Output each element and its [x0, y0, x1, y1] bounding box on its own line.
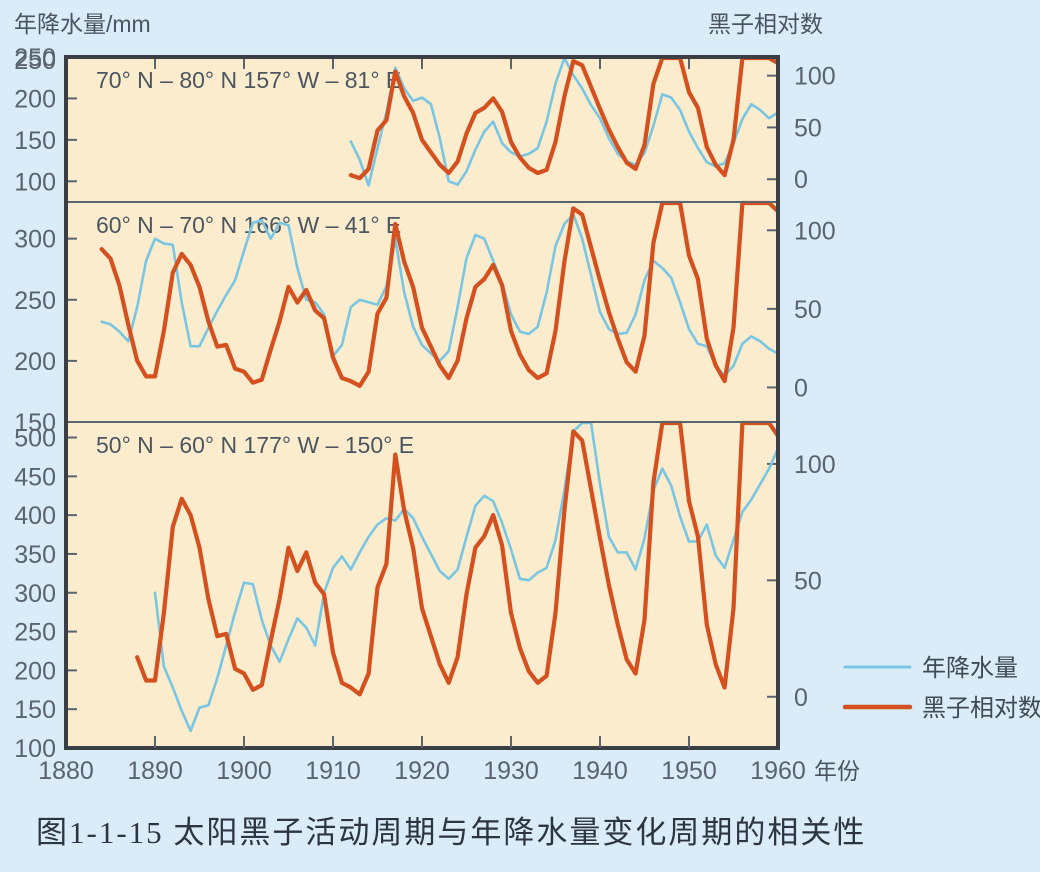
y-tick-label-right: 0	[794, 374, 808, 402]
y-tick-label-left: 250	[14, 44, 56, 72]
y-tick-label-left: 350	[14, 541, 56, 569]
x-axis-title: 年份	[814, 758, 860, 784]
legend-label-sunspot: 黑子相对数	[922, 695, 1040, 722]
panel-annotation-label: 50° N – 60° N 177° W – 150° E	[96, 432, 414, 458]
x-tick-label: 1940	[572, 757, 628, 785]
y-tick-label-left: 400	[14, 502, 56, 530]
left-axis-title: 年降水量/mm	[14, 11, 151, 37]
y-tick-label-left: 300	[14, 580, 56, 608]
x-tick-label: 1890	[127, 757, 183, 785]
y-tick-label-left: 250	[14, 47, 56, 75]
y-tick-label-right: 0	[794, 166, 808, 194]
series-line-precipitation	[153, 421, 780, 733]
y-tick-label-right: 50	[794, 296, 822, 324]
y-tick-label-left: 500	[14, 425, 56, 453]
series-line-sunspot	[348, 55, 781, 181]
figure-caption: 图1-1-15 太阳黑子活动周期与年降水量变化周期的相关性	[36, 815, 866, 850]
y-tick-label-left: 250	[14, 619, 56, 647]
x-tick-label: 1960	[750, 757, 806, 785]
y-tick-label-left: 150	[14, 696, 56, 724]
y-tick-label-right: 100	[794, 451, 836, 479]
y-tick-label-left: 150	[14, 409, 56, 437]
y-tick-label-right: 0	[794, 684, 808, 712]
x-tick-label: 1910	[305, 757, 361, 785]
y-tick-label-left: 200	[14, 85, 56, 113]
y-tick-label-left: 250	[14, 287, 56, 315]
panel-bottom: 100 150 200 250 300 350 400 450 500 0 50 100 50° N –…	[14, 420, 836, 763]
legend-label-precipitation: 年降水量	[922, 655, 1018, 682]
x-tick-label: 1900	[216, 757, 272, 785]
y-tick-label-left: 200	[14, 348, 56, 376]
x-tick-label: 1950	[661, 757, 717, 785]
x-tick-label: 1880	[38, 757, 94, 785]
y-tick-label-left: 200	[14, 657, 56, 685]
plot-background	[66, 57, 778, 748]
y-tick-label-right: 100	[794, 63, 836, 91]
y-tick-label-left: 300	[14, 226, 56, 254]
y-tick-label-left: 450	[14, 463, 56, 491]
y-tick-label-left: 150	[14, 127, 56, 155]
x-tick-label: 1930	[483, 757, 539, 785]
y-tick-label-right: 50	[794, 567, 822, 595]
y-tick-label-left: 100	[14, 168, 56, 196]
y-tick-label-right: 50	[794, 114, 822, 142]
panel-annotation-label: 70° N – 80° N 157° W – 81° E	[96, 67, 401, 93]
right-axis-title: 黑子相对数	[708, 11, 823, 37]
y-tick-label-right: 100	[794, 217, 836, 245]
y-tick-label-left: 100	[14, 735, 56, 763]
x-tick-label: 1920	[394, 757, 450, 785]
